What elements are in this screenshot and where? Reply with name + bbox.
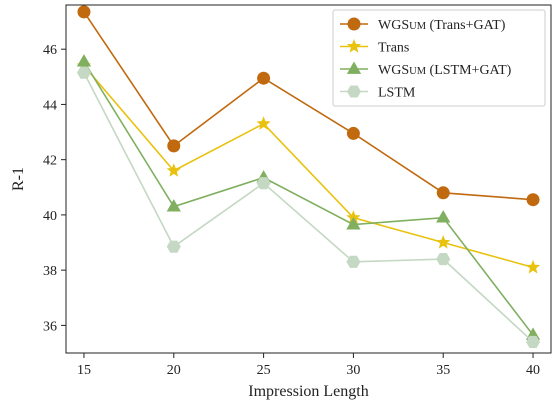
legend-box xyxy=(332,9,546,107)
data-point xyxy=(76,54,92,67)
data-point xyxy=(526,193,540,207)
data-point xyxy=(167,139,181,153)
plot-frame xyxy=(65,4,552,354)
axes: 15 20 25 30 35 40 36 38 40 42 44 46 xyxy=(43,43,540,378)
data-point xyxy=(166,163,181,177)
data-point xyxy=(436,186,450,200)
data-point xyxy=(166,199,181,212)
data-point xyxy=(436,235,451,249)
x-tick-label: 40 xyxy=(526,363,540,378)
data-point xyxy=(346,255,361,268)
plot-area xyxy=(76,5,541,349)
legend-label: LSTM xyxy=(378,86,416,101)
y-axis-label: R-1 xyxy=(10,167,27,191)
data-point xyxy=(346,126,360,140)
legend-label: WGSUM (Trans+GAT) xyxy=(378,18,506,33)
legend-marker xyxy=(347,17,361,31)
data-point xyxy=(436,210,451,223)
x-tick-label: 15 xyxy=(77,363,91,378)
legend-label: WGSUM (LSTM+GAT) xyxy=(378,63,512,78)
data-point xyxy=(526,335,541,349)
data-point xyxy=(76,66,91,79)
y-tick-label: 36 xyxy=(43,319,57,334)
legend-marker xyxy=(346,61,362,74)
data-point xyxy=(256,177,271,190)
y-tick-label: 40 xyxy=(43,209,57,224)
series-line xyxy=(83,65,534,269)
y-tick-label: 38 xyxy=(43,264,57,279)
x-tick-label: 20 xyxy=(167,363,181,378)
data-point xyxy=(525,259,541,274)
x-tick-label: 35 xyxy=(436,363,450,378)
legend-item: Trans xyxy=(340,39,409,56)
legend-item: WGSUM (LSTM+GAT) xyxy=(340,61,512,78)
data-point xyxy=(346,210,361,224)
legend-marker xyxy=(346,39,362,53)
y-tick-label: 42 xyxy=(43,154,57,169)
data-point xyxy=(346,217,361,230)
data-point xyxy=(256,116,271,130)
legend-label: Trans xyxy=(378,41,409,56)
x-tick-label: 25 xyxy=(257,363,271,378)
x-tick-label: 30 xyxy=(346,363,360,378)
legend: WGSUM (Trans+GAT) Trans WGSUM (LSTM+GAT) LS… xyxy=(332,9,546,107)
series-line xyxy=(83,72,534,343)
data-point xyxy=(77,5,91,19)
legend-item: WGSUM (Trans+GAT) xyxy=(340,17,506,33)
series-line xyxy=(83,61,534,336)
series-1 xyxy=(77,5,540,207)
series-line xyxy=(83,11,534,201)
data-point xyxy=(436,253,451,266)
legend-item: LSTM xyxy=(340,85,416,101)
y-tick-label: 44 xyxy=(43,98,57,113)
legend-marker xyxy=(347,85,361,98)
series-4 xyxy=(76,66,541,349)
data-point xyxy=(166,240,181,253)
y-tick-label: 46 xyxy=(43,43,57,58)
x-axis-label: Impression Length xyxy=(248,383,368,400)
data-point xyxy=(257,71,271,85)
